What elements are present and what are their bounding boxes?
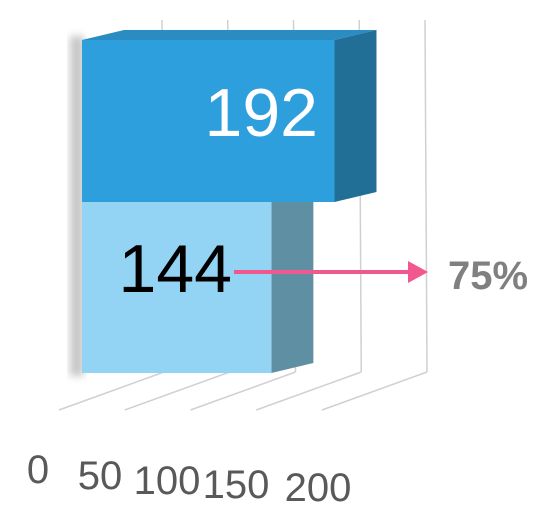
bar-1-side-face — [334, 30, 377, 202]
gridline — [124, 371, 231, 411]
arrow-annotation — [234, 261, 428, 283]
gridline — [58, 371, 165, 411]
bar-2-side-face — [271, 192, 314, 373]
bar-series-2 — [82, 192, 314, 373]
bar-1 — [82, 40, 335, 202]
x-tick-label: 100 — [134, 459, 201, 503]
gridline — [424, 19, 428, 373]
x-tick-label: 0 — [27, 448, 49, 492]
bar-2-value-label: 144 — [119, 231, 232, 307]
gridline — [321, 371, 428, 411]
bar-2 — [82, 202, 272, 373]
x-tick-label: 200 — [285, 466, 352, 509]
bar-shadow — [70, 36, 84, 376]
gridline — [255, 371, 362, 411]
arrow-head-icon — [408, 261, 428, 283]
bar-1-value-label: 192 — [205, 75, 318, 151]
percentage-annotation: 75% — [448, 254, 528, 298]
gridline — [190, 371, 296, 411]
x-tick-label: 50 — [78, 454, 123, 498]
bar-1-top-face — [82, 30, 377, 40]
x-tick-label: 150 — [203, 463, 270, 507]
bar-series-1 — [82, 30, 377, 202]
x-axis: 0 50 100 150 200 — [27, 448, 352, 509]
